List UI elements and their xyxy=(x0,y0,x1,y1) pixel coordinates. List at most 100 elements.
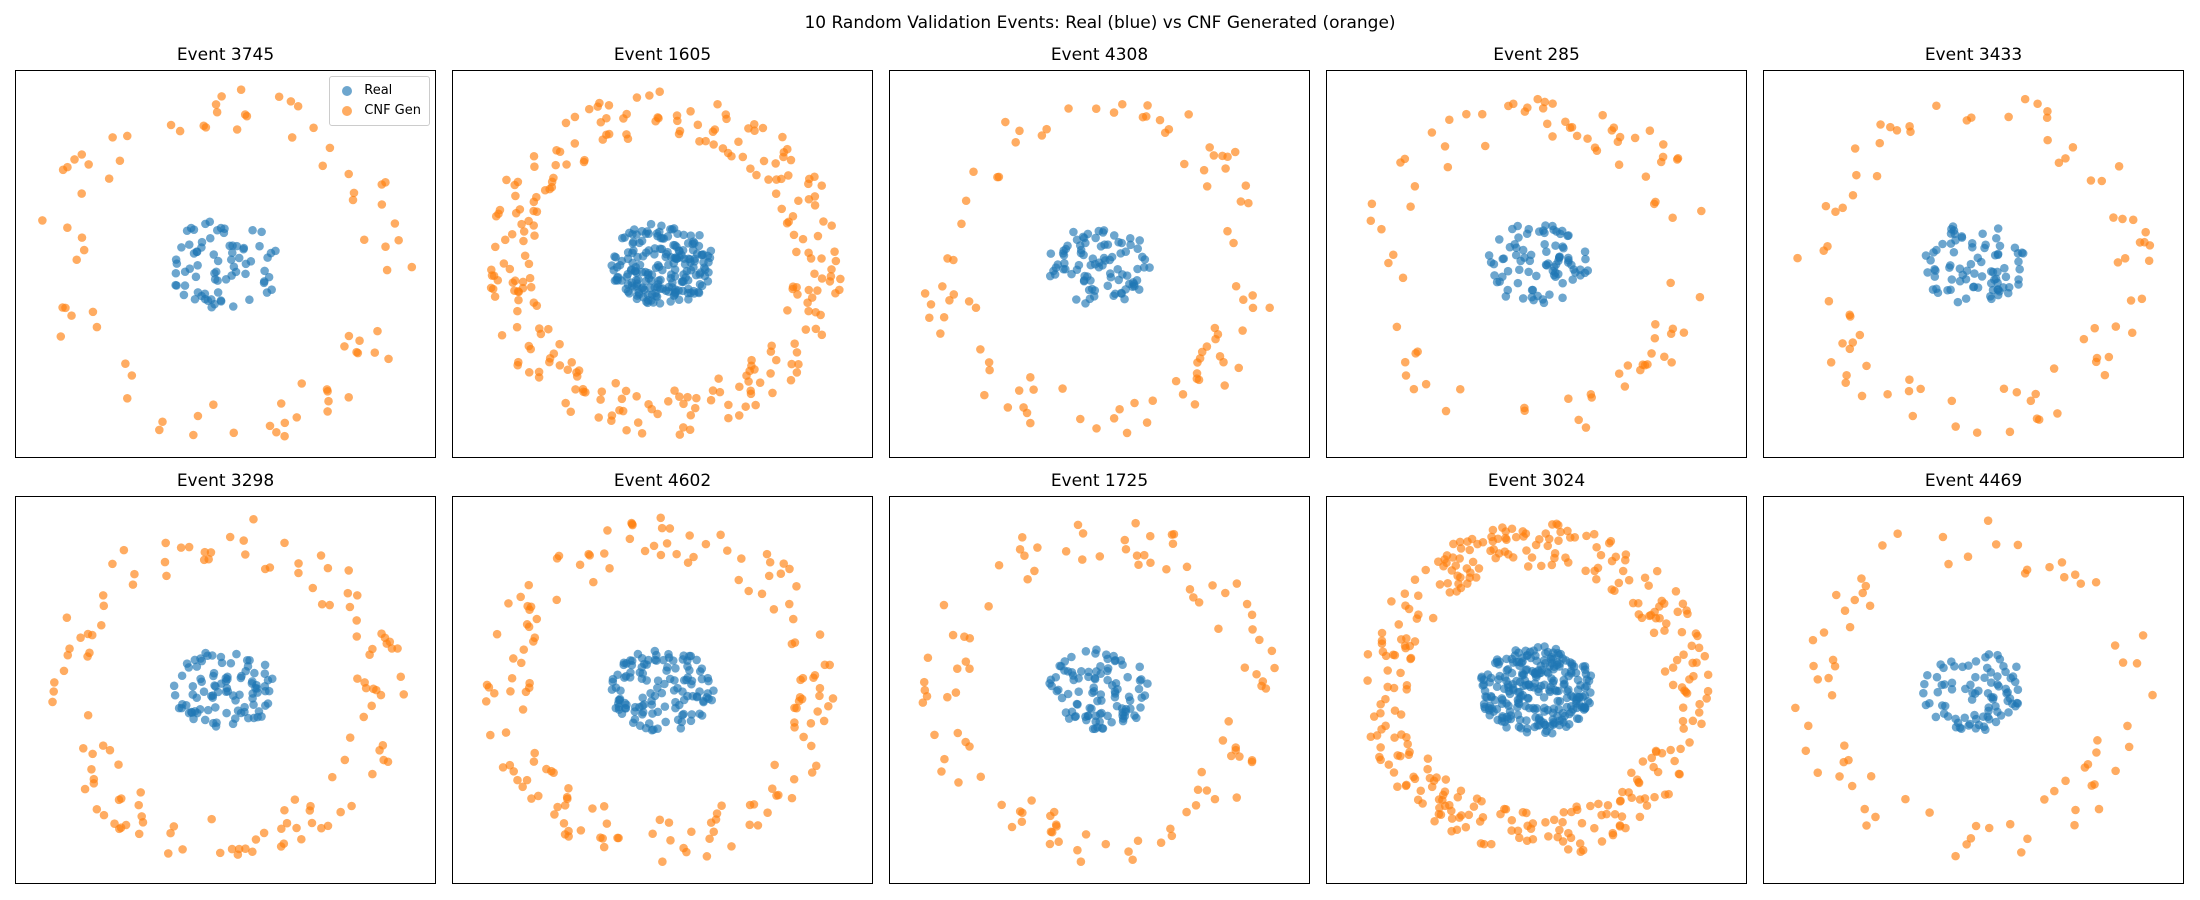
data-point-generated xyxy=(555,361,565,370)
data-point-real xyxy=(1109,231,1119,240)
data-point-real xyxy=(260,669,270,678)
data-point-generated xyxy=(665,524,675,533)
data-point-real xyxy=(1489,259,1499,269)
data-point-generated xyxy=(1455,537,1465,547)
data-point-generated xyxy=(1590,566,1599,576)
data-point-real xyxy=(630,714,640,724)
data-point-generated xyxy=(517,219,526,229)
data-point-generated xyxy=(88,307,98,317)
data-point-real xyxy=(1543,259,1553,268)
data-point-generated xyxy=(393,644,402,653)
data-point-generated xyxy=(2114,162,2124,171)
data-point-real xyxy=(642,227,652,236)
data-point-real xyxy=(1079,276,1089,285)
data-point-generated xyxy=(1120,535,1130,545)
data-point-real xyxy=(1133,264,1142,274)
data-point-generated xyxy=(1208,581,1217,590)
data-point-generated xyxy=(804,179,813,189)
data-point-generated xyxy=(1191,801,1201,810)
data-point-real xyxy=(1995,241,2005,251)
data-point-real xyxy=(628,229,637,239)
data-point-generated xyxy=(1847,781,1857,791)
data-point-generated xyxy=(648,829,657,839)
data-point-generated xyxy=(687,827,696,837)
data-point-generated xyxy=(1022,408,1032,418)
data-point-generated xyxy=(831,256,841,266)
data-point-real xyxy=(1143,679,1152,688)
data-point-generated xyxy=(553,802,562,812)
data-point-generated xyxy=(1443,578,1453,588)
data-point-real xyxy=(1998,283,2008,292)
data-point-generated xyxy=(199,555,209,565)
data-point-generated xyxy=(1608,830,1618,840)
data-point-generated xyxy=(486,730,495,740)
data-point-generated xyxy=(1456,544,1466,553)
data-point-generated xyxy=(1541,818,1550,827)
data-point-generated xyxy=(961,196,971,206)
data-point-generated xyxy=(1572,131,1582,141)
data-point-real xyxy=(209,671,218,681)
data-point-real xyxy=(672,242,681,252)
data-point-real xyxy=(1103,711,1112,721)
data-point-generated xyxy=(287,133,297,142)
data-point-real xyxy=(633,275,643,284)
data-point-generated xyxy=(1549,815,1559,825)
data-point-real xyxy=(704,268,713,277)
data-point-real xyxy=(1551,272,1560,282)
data-point-generated xyxy=(1589,529,1599,539)
data-point-generated xyxy=(1029,385,1038,394)
data-point-real xyxy=(257,712,266,721)
data-point-generated xyxy=(559,819,569,828)
data-point-generated xyxy=(77,189,86,198)
data-point-generated xyxy=(920,685,930,695)
data-point-generated xyxy=(78,744,88,753)
scatter-svg xyxy=(920,99,1274,438)
data-point-real xyxy=(660,679,669,689)
data-point-generated xyxy=(1640,794,1650,803)
data-point-generated xyxy=(976,772,986,782)
data-point-generated xyxy=(745,820,754,830)
data-point-generated xyxy=(1603,801,1613,810)
data-point-generated xyxy=(394,235,403,245)
data-point-generated xyxy=(1609,123,1619,132)
data-point-generated xyxy=(1440,142,1450,151)
data-point-generated xyxy=(2012,387,2022,397)
data-point-generated xyxy=(1835,772,1844,781)
data-point-real xyxy=(207,302,216,312)
data-point-generated xyxy=(1037,131,1047,140)
data-point-generated xyxy=(689,552,698,562)
data-point-real xyxy=(1484,251,1494,260)
data-point-generated xyxy=(555,147,565,157)
data-point-real xyxy=(213,256,223,266)
data-point-generated xyxy=(824,701,833,711)
data-point-generated xyxy=(969,167,978,177)
data-point-generated xyxy=(1647,349,1656,358)
data-point-real xyxy=(1121,247,1131,256)
data-point-real xyxy=(171,268,181,278)
data-point-real xyxy=(1578,662,1588,671)
data-point-generated xyxy=(1548,132,1557,141)
data-point-real xyxy=(1981,652,1990,662)
data-point-generated xyxy=(1403,739,1412,749)
panel-title: Event 4469 xyxy=(1924,471,2023,491)
data-point-generated xyxy=(518,782,527,792)
data-point-generated xyxy=(1061,547,1071,556)
data-point-real xyxy=(1126,240,1135,250)
data-point-generated xyxy=(746,389,756,399)
data-point-generated xyxy=(232,125,242,134)
data-point-generated xyxy=(1164,125,1174,134)
data-point-real xyxy=(262,288,272,297)
data-point-generated xyxy=(2120,254,2130,263)
data-point-real xyxy=(674,295,684,304)
data-point-generated xyxy=(367,701,376,711)
data-point-generated xyxy=(768,388,777,398)
data-point-real xyxy=(671,285,680,294)
data-point-generated xyxy=(509,767,518,776)
data-point-generated xyxy=(771,159,780,168)
data-point-generated xyxy=(1581,566,1590,576)
data-point-generated xyxy=(1192,374,1202,383)
data-point-generated xyxy=(137,812,146,821)
data-point-generated xyxy=(762,549,772,559)
data-point-generated xyxy=(766,347,776,356)
panel-title: Event 1605 xyxy=(613,45,712,65)
